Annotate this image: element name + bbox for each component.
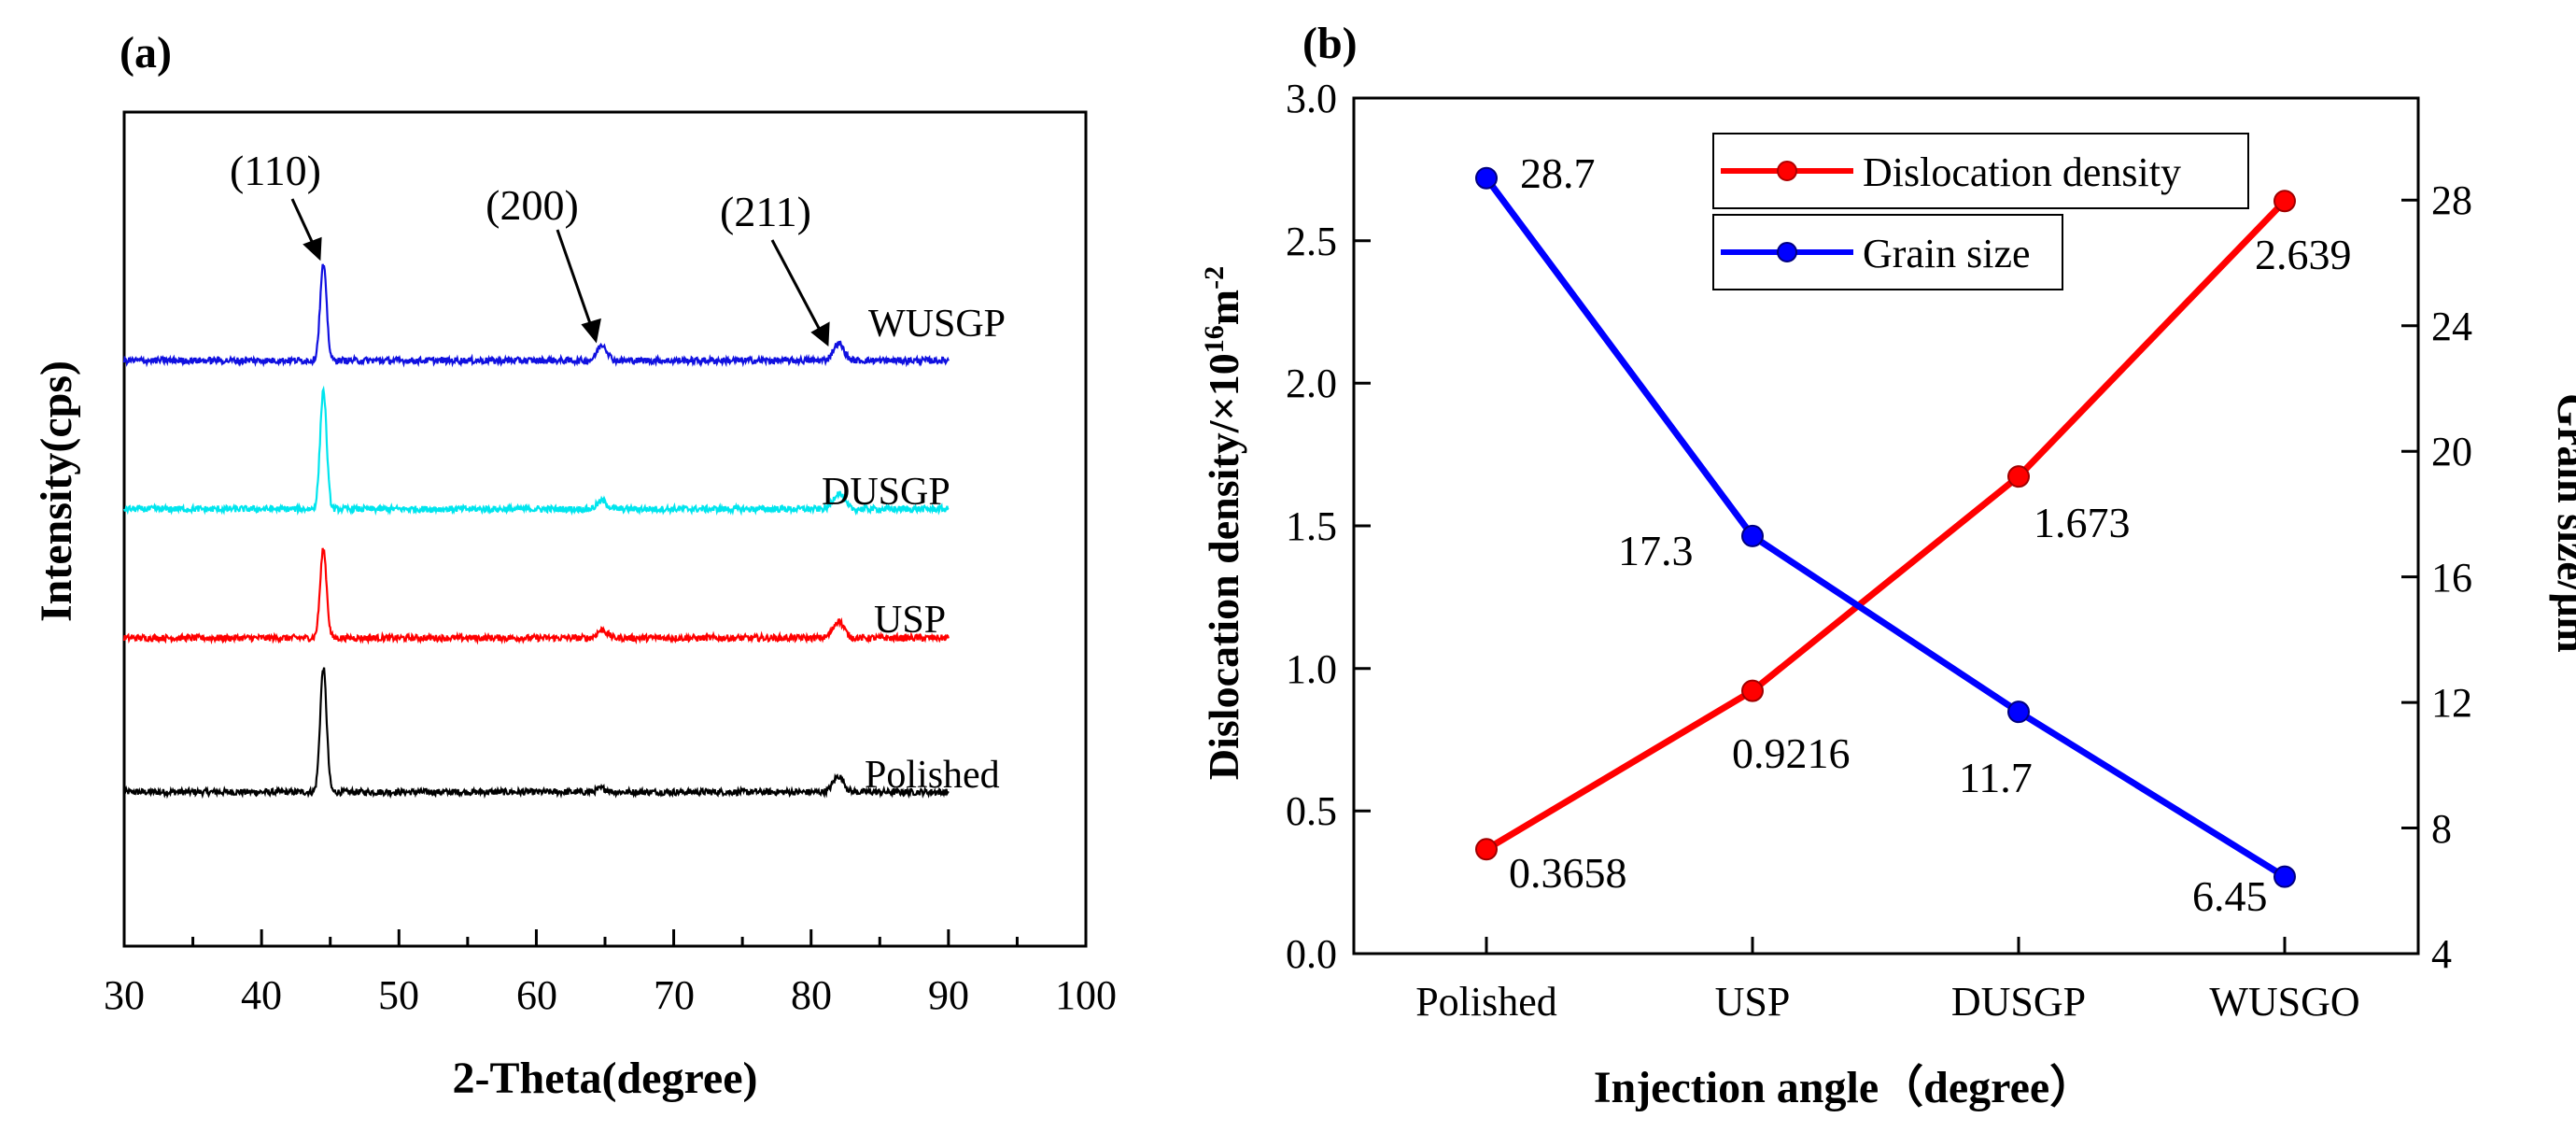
panel-b-right-axis-title: Grain size/μm [2549, 393, 2576, 653]
data-label-grain: 6.45 [2192, 872, 2268, 920]
left-y-tick-label: 3.0 [1286, 76, 1337, 121]
right-y-tick-label: 12 [2431, 680, 2472, 726]
left-y-tick-label: 0.0 [1286, 931, 1337, 977]
x-category-label: WUSGO [2209, 979, 2359, 1025]
left-axis-title-main: Dislocation density/×10 [1200, 353, 1247, 780]
left-y-tick-label: 2.0 [1286, 361, 1337, 406]
panel-b: (b) 0.0 0.5 1.0 1.5 2.0 2.5 3.0 [1199, 19, 2576, 1112]
panel-a: (a) 30 40 50 60 70 80 90 100 2-Theta(deg… [32, 28, 1117, 1103]
series-usp-line [122, 547, 950, 645]
panel-a-x-axis-title: 2-Theta(degree) [453, 1054, 758, 1103]
right-y-tick-labels: 4 8 12 16 20 24 28 [2431, 177, 2472, 977]
peak-label-200: (200) [486, 181, 579, 229]
left-y-tick-label: 0.5 [1286, 788, 1337, 834]
peak-label-110: (110) [230, 147, 321, 194]
legend-marker-grain [1777, 242, 1797, 262]
panel-b-series [1475, 166, 2296, 888]
legend-label-grain: Grain size [1863, 231, 2031, 276]
panel-a-x-ticks [122, 929, 1088, 946]
grain-size-point [2007, 700, 2030, 724]
data-label-grain: 11.7 [1959, 754, 2033, 801]
dislocation-density-point [1475, 838, 1498, 861]
dislocation-density-point [2273, 190, 2296, 213]
x-tick-label: 30 [104, 972, 145, 1018]
left-y-tick-labels: 0.0 0.5 1.0 1.5 2.0 2.5 3.0 [1286, 76, 1337, 977]
x-category-label: Polished [1415, 979, 1557, 1025]
x-tick-label: 80 [791, 972, 832, 1018]
grain-size-line [1484, 176, 2287, 880]
panel-a-series [122, 263, 950, 799]
panel-a-y-axis-title: Intensity(cps) [32, 361, 81, 622]
panel-a-label: (a) [120, 28, 172, 78]
legend-label-dislocation: Dislocation density [1863, 149, 2181, 195]
arrow-200 [556, 229, 594, 330]
data-label-dislocation: 2.639 [2255, 231, 2352, 278]
panel-a-frame [122, 110, 1088, 948]
data-label-grain: 17.3 [1618, 527, 1694, 574]
left-axis-title-unit: m [1200, 290, 1247, 325]
x-tick-label: 70 [654, 972, 695, 1018]
x-tick-label: 40 [241, 972, 282, 1018]
right-y-tick-label: 8 [2431, 806, 2452, 852]
arrow-110-head [303, 236, 322, 262]
b-x-ticks [1485, 937, 2287, 954]
arrow-200-head [581, 318, 601, 344]
series-label-dusgp: DUSGP [822, 471, 950, 514]
data-label-grain: 28.7 [1520, 149, 1596, 197]
arrow-110 [290, 198, 317, 248]
series-label-wusgp: WUSGP [868, 303, 1006, 346]
dislocation-density-point [2007, 465, 2030, 488]
series-wusgp-line [122, 263, 950, 368]
left-axis-title-sup2: -2 [1199, 266, 1230, 290]
left-y-tick-label: 1.0 [1286, 646, 1337, 692]
peak-label-211: (211) [720, 188, 811, 235]
data-label-dislocation: 1.673 [2034, 499, 2131, 546]
peak-arrows [290, 198, 830, 347]
arrow-211-head [810, 321, 830, 347]
series-polished-line [122, 667, 950, 799]
panel-b-left-axis-title: Dislocation density/×1016m-2 [1199, 266, 1247, 780]
right-y-tick-label: 4 [2431, 931, 2452, 977]
b-x-tick-labels: Polished USP DUSGP WUSGO [1415, 979, 2359, 1025]
x-tick-label: 60 [516, 972, 557, 1018]
data-label-dislocation: 0.9216 [1732, 729, 1851, 777]
panel-b-x-axis-title: Injection angle（degree） [1594, 1063, 2094, 1112]
x-tick-label: 50 [378, 972, 419, 1018]
right-y-ticks [2401, 198, 2418, 955]
grain-size-point [2273, 865, 2296, 888]
series-label-usp: USP [874, 599, 946, 642]
legend-marker-dislocation [1777, 161, 1797, 181]
left-y-tick-label: 2.5 [1286, 219, 1337, 264]
panel-b-label: (b) [1302, 19, 1358, 68]
right-y-tick-label: 24 [2431, 304, 2472, 349]
x-category-label: DUSGP [1951, 979, 2086, 1025]
panel-a-x-tick-labels: 30 40 50 60 70 80 90 100 [104, 972, 1117, 1018]
series-label-polished: Polished [865, 754, 1000, 797]
dislocation-density-line [1485, 198, 2287, 853]
data-labels-dislocation: 0.3658 0.9216 1.673 2.639 [1509, 231, 2352, 897]
grain-size-point [1741, 524, 1764, 547]
left-axis-title-sup1: 16 [1199, 325, 1230, 353]
x-category-label: USP [1715, 979, 1791, 1025]
x-tick-label: 100 [1055, 972, 1117, 1018]
dislocation-density-point [1741, 679, 1764, 702]
grain-size-point [1475, 166, 1498, 190]
data-label-dislocation: 0.3658 [1509, 849, 1627, 897]
right-y-tick-label: 16 [2431, 555, 2472, 601]
left-y-tick-label: 1.5 [1286, 503, 1337, 549]
series-dusgp-line [122, 385, 950, 516]
x-tick-label: 90 [928, 972, 969, 1018]
left-y-ticks [1354, 96, 1371, 955]
arrow-211 [770, 239, 823, 334]
data-labels-grain: 28.7 17.3 11.7 6.45 [1520, 149, 2268, 920]
right-y-tick-label: 28 [2431, 177, 2472, 223]
right-y-tick-label: 20 [2431, 429, 2472, 474]
legend: Dislocation density Grain size [1712, 133, 2249, 290]
